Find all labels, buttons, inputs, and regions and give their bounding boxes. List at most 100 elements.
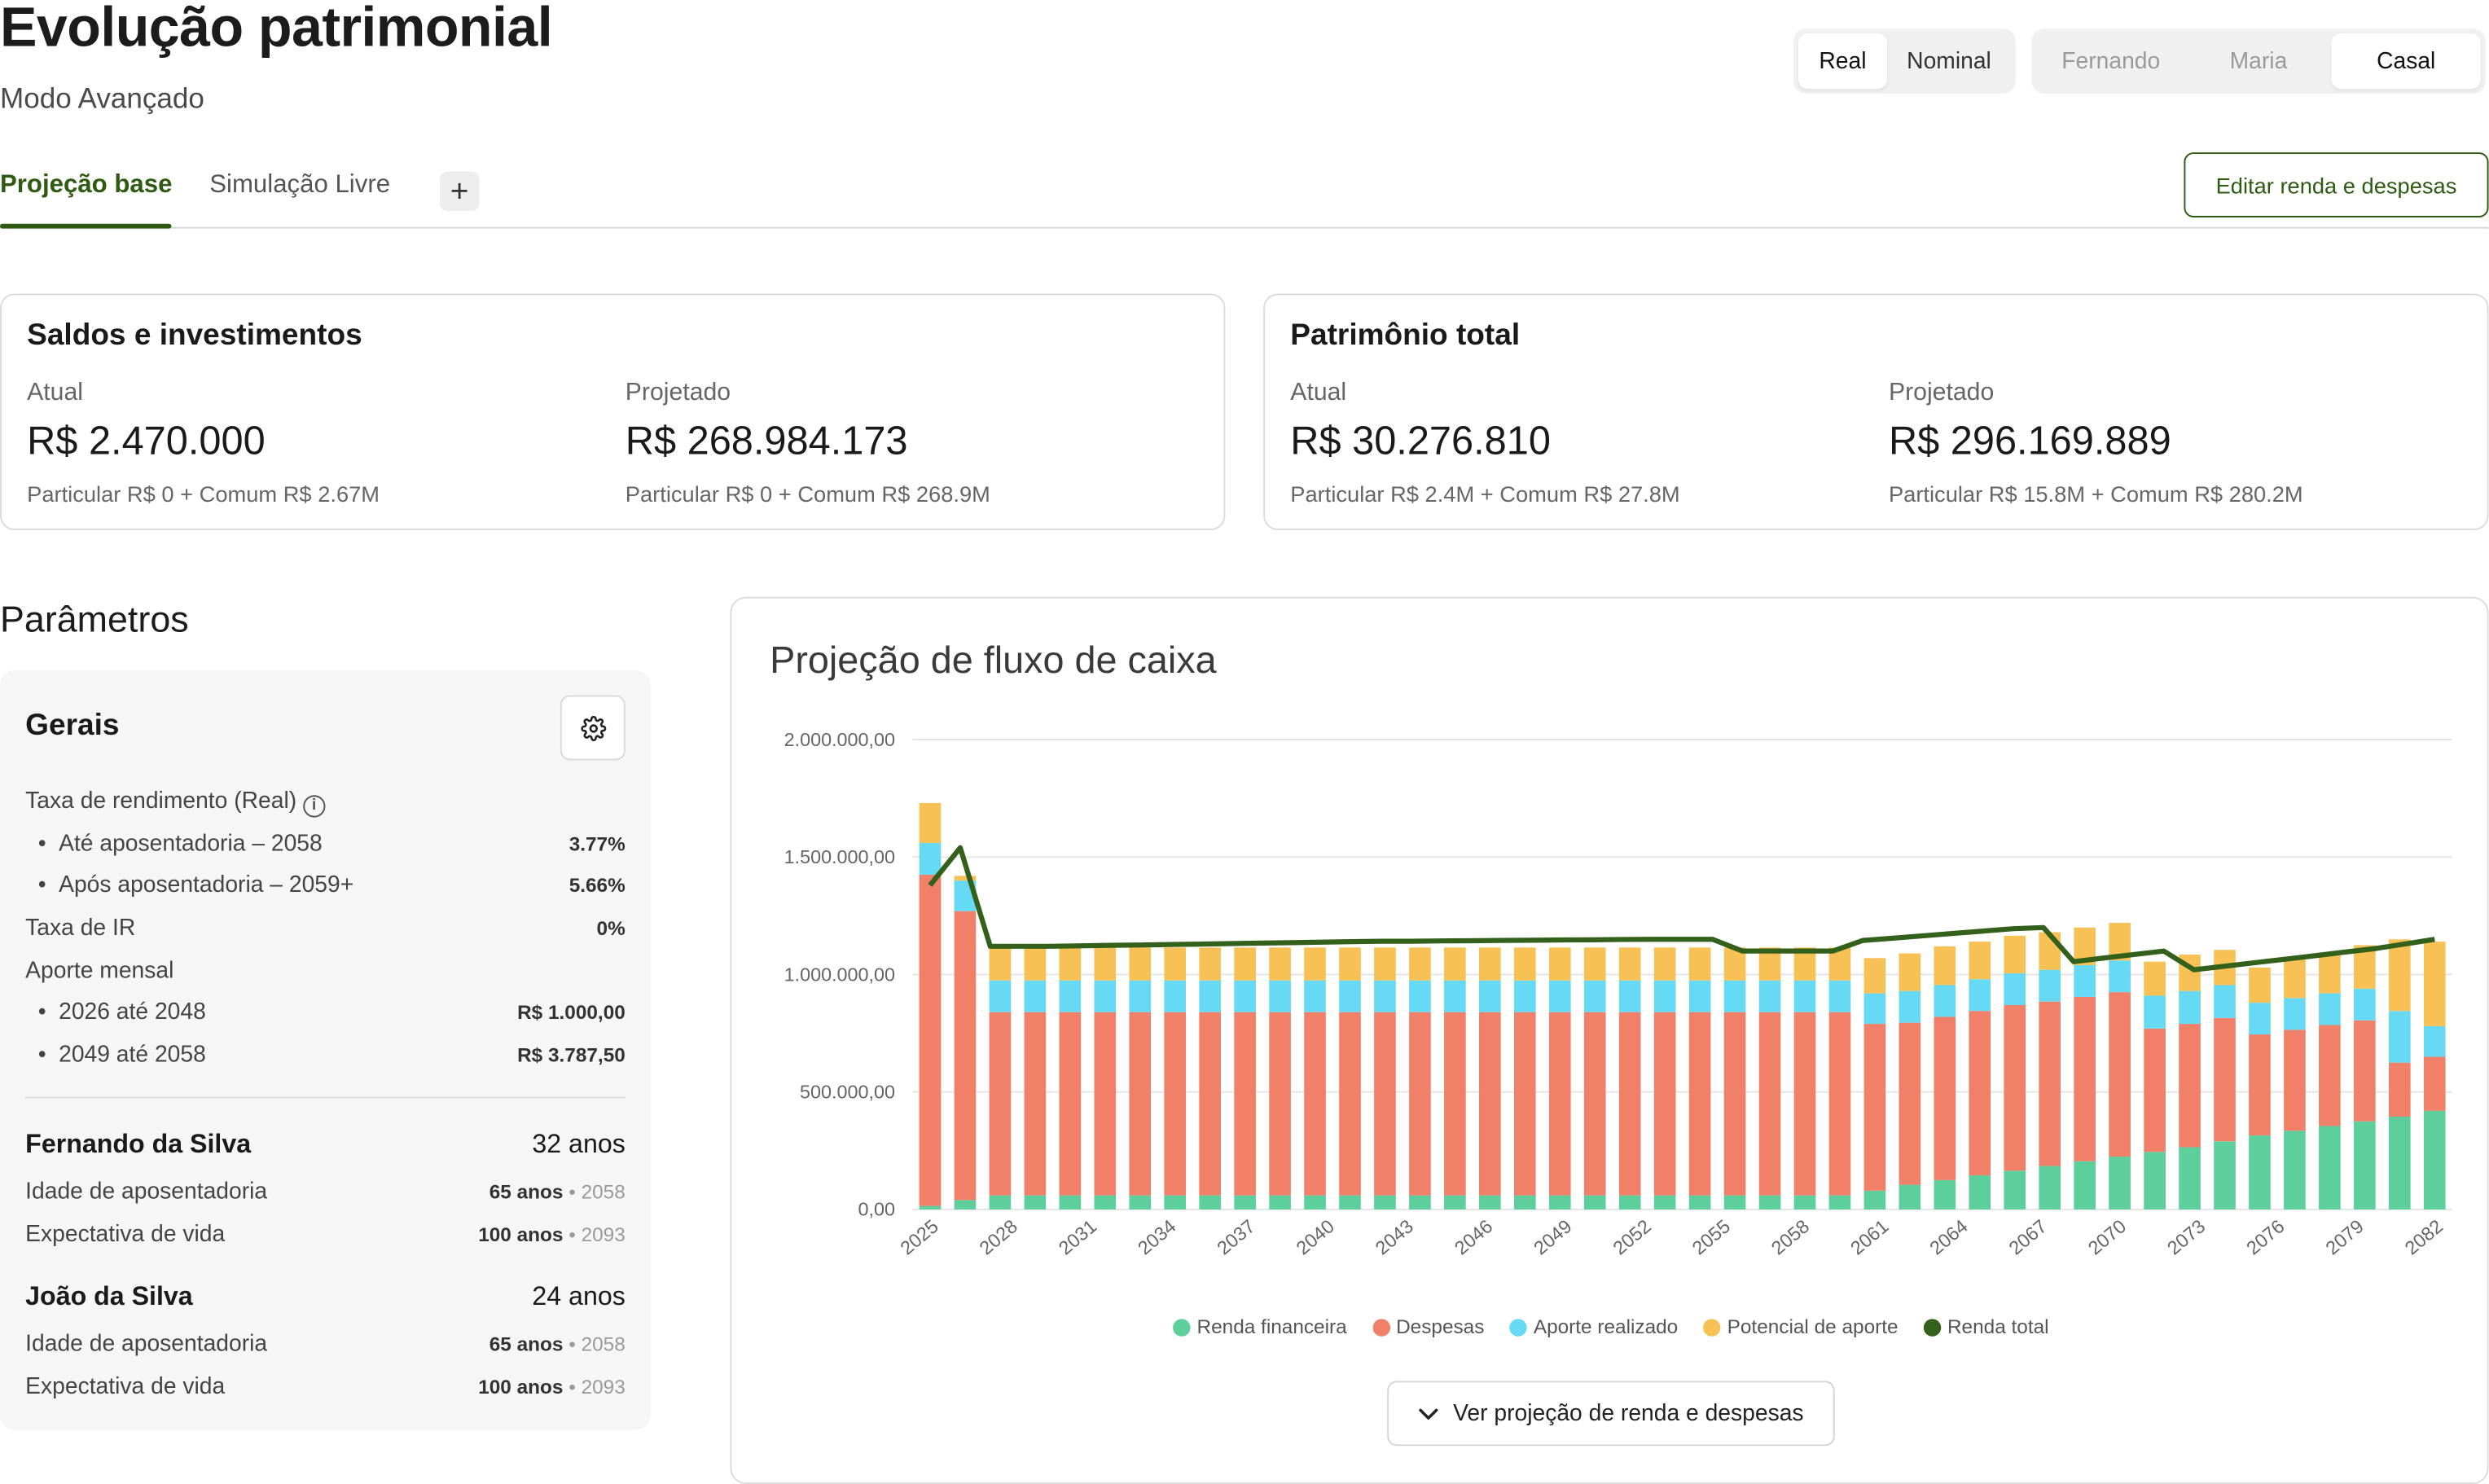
bar-despesas bbox=[1129, 1012, 1152, 1196]
bar-potencial-aporte bbox=[1479, 947, 1501, 981]
bar-renda-financeira bbox=[1479, 1195, 1501, 1210]
bar-aporte-realizado bbox=[1129, 980, 1152, 1012]
legend-item[interactable]: Renda financeira bbox=[1173, 1315, 1347, 1338]
info-icon[interactable]: i bbox=[302, 795, 326, 818]
bar-despesas bbox=[1304, 1012, 1326, 1196]
renda-total-line bbox=[928, 845, 2435, 973]
view-projection-label: Ver projeção de renda e despesas bbox=[1453, 1400, 1804, 1426]
life-expectancy-row: Expectativa de vida 100 anos • 2093 bbox=[25, 1375, 626, 1400]
total-assets-card: Patrimônio total Atual R$ 30.276.810 Par… bbox=[1263, 293, 2489, 530]
person-name: João da Silva bbox=[25, 1282, 193, 1311]
toggle-real[interactable]: Real bbox=[1798, 33, 1888, 90]
bar-renda-financeira bbox=[2354, 1121, 2376, 1210]
current-label: Atual bbox=[27, 379, 84, 406]
bar-renda-financeira bbox=[989, 1195, 1012, 1210]
legend-item[interactable]: Potencial de aporte bbox=[1703, 1315, 1899, 1338]
bar-aporte-realizado bbox=[1059, 980, 1082, 1012]
contribution-item-label: 2026 até 2048 bbox=[59, 999, 206, 1025]
bar-aporte-realizado bbox=[1583, 980, 1606, 1012]
legend-label: Despesas bbox=[1396, 1315, 1485, 1338]
y-tick-label: 2.000.000,00 bbox=[784, 729, 895, 750]
bar-potencial-aporte bbox=[1899, 953, 1921, 991]
bar-renda-financeira bbox=[2423, 1110, 2446, 1210]
tab-simulacao-livre[interactable]: Simulação Livre bbox=[209, 171, 391, 199]
bar-despesas bbox=[2074, 996, 2096, 1161]
life-expectancy-row: Expectativa de vida 100 anos • 2093 bbox=[25, 1222, 626, 1247]
add-tab-button[interactable]: + bbox=[439, 171, 480, 212]
bar-renda-financeira bbox=[919, 1205, 942, 1210]
x-tick-label: 2070 bbox=[2084, 1215, 2131, 1258]
rate-item-label: Até aposentadoria – 2058 bbox=[59, 832, 323, 858]
tab-projecao-base[interactable]: Projeção base bbox=[0, 171, 173, 199]
toggle-nominal[interactable]: Nominal bbox=[1907, 48, 1991, 74]
card-title: Saldos e investimentos bbox=[27, 318, 362, 353]
retirement-age-label: Idade de aposentadoria bbox=[25, 1331, 268, 1358]
gear-icon bbox=[580, 714, 606, 741]
legend-item[interactable]: Aporte realizado bbox=[1509, 1315, 1678, 1338]
rate-item-value: 3.77% bbox=[568, 833, 626, 856]
bar-despesas bbox=[919, 874, 942, 1206]
view-projection-button[interactable]: Ver projeção de renda e despesas bbox=[1387, 1381, 1835, 1447]
bar-despesas bbox=[1828, 1012, 1851, 1196]
bar-despesas bbox=[1513, 1012, 1536, 1196]
bar-aporte-realizado bbox=[2004, 973, 2026, 1005]
contribution-row: Aporte mensal bbox=[25, 959, 626, 984]
bar-aporte-realizado bbox=[1339, 980, 1361, 1012]
toggle-fernando[interactable]: Fernando bbox=[2061, 48, 2161, 74]
life-expectancy-year: • 2093 bbox=[568, 1376, 626, 1398]
person-age: 32 anos bbox=[532, 1130, 626, 1159]
bar-potencial-aporte bbox=[2249, 967, 2271, 1003]
bar-renda-financeira bbox=[1758, 1195, 1781, 1210]
bar-potencial-aporte bbox=[1618, 947, 1641, 981]
bar-potencial-aporte bbox=[1269, 947, 1291, 981]
toggle-casal[interactable]: Casal bbox=[2331, 33, 2481, 90]
bar-despesas bbox=[1653, 1012, 1676, 1196]
x-tick-label: 2067 bbox=[2004, 1215, 2051, 1258]
bar-renda-financeira bbox=[2388, 1116, 2411, 1210]
bar-despesas bbox=[954, 911, 977, 1201]
edit-income-expenses-button[interactable]: Editar renda e despesas bbox=[2184, 152, 2489, 217]
bar-potencial-aporte bbox=[1059, 947, 1082, 981]
toggle-maria[interactable]: Maria bbox=[2229, 48, 2288, 74]
bar-aporte-realizado bbox=[1934, 985, 1956, 1017]
bar-despesas bbox=[1479, 1012, 1501, 1196]
retirement-age-value: 65 anos bbox=[489, 1180, 564, 1204]
retirement-year: • 2058 bbox=[568, 1333, 626, 1356]
bar-renda-financeira bbox=[1234, 1195, 1256, 1210]
ir-row: Taxa de IR 0% bbox=[25, 915, 626, 941]
x-tick-label: 2073 bbox=[2163, 1215, 2210, 1258]
bar-renda-financeira bbox=[2144, 1152, 2166, 1210]
retirement-age-value: 65 anos bbox=[489, 1333, 564, 1356]
x-tick-label: 2034 bbox=[1134, 1215, 1180, 1258]
bar-despesas bbox=[1199, 1012, 1221, 1196]
settings-button[interactable] bbox=[560, 695, 626, 761]
x-tick-label: 2076 bbox=[2242, 1215, 2289, 1258]
bar-potencial-aporte bbox=[1969, 942, 1991, 980]
general-section-title: Gerais bbox=[25, 709, 120, 743]
bar-despesas bbox=[2144, 1028, 2166, 1153]
bar-renda-financeira bbox=[954, 1200, 977, 1210]
bar-aporte-realizado bbox=[1653, 980, 1676, 1012]
contribution-label: Aporte mensal bbox=[25, 959, 174, 985]
bar-renda-financeira bbox=[1024, 1195, 1047, 1210]
bar-aporte-realizado bbox=[2249, 1003, 2271, 1035]
legend-item[interactable]: Despesas bbox=[1372, 1315, 1485, 1338]
bar-renda-financeira bbox=[1899, 1184, 1921, 1210]
retirement-age-label: Idade de aposentadoria bbox=[25, 1179, 268, 1205]
retirement-year: • 2058 bbox=[568, 1180, 626, 1204]
bar-potencial-aporte bbox=[1234, 947, 1256, 981]
x-tick-label: 2037 bbox=[1213, 1215, 1259, 1258]
bar-despesas bbox=[1618, 1012, 1641, 1196]
legend-item[interactable]: Renda total bbox=[1923, 1315, 2049, 1338]
projected-value: R$ 268.984.173 bbox=[625, 419, 908, 464]
bar-aporte-realizado bbox=[1269, 980, 1291, 1012]
bar-potencial-aporte bbox=[2144, 961, 2166, 996]
bar-aporte-realizado bbox=[1234, 980, 1256, 1012]
projected-detail: Particular R$ 0 + Comum R$ 268.9M bbox=[625, 481, 990, 507]
bar-potencial-aporte bbox=[1164, 947, 1187, 981]
x-tick-label: 2052 bbox=[1609, 1215, 1655, 1258]
bar-aporte-realizado bbox=[1618, 980, 1641, 1012]
bar-despesas bbox=[1024, 1012, 1047, 1196]
bar-potencial-aporte bbox=[1688, 947, 1711, 981]
